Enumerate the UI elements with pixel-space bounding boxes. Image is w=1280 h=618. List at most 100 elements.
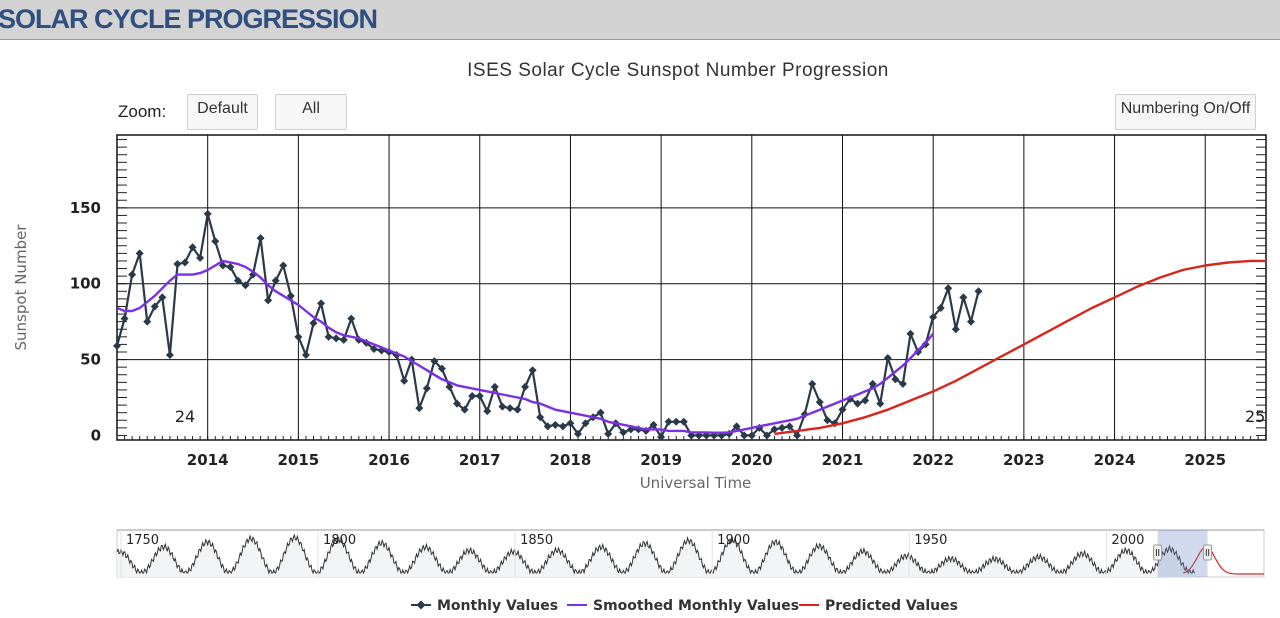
monthly-value-point	[317, 299, 326, 308]
monthly-value-point	[135, 249, 144, 258]
monthly-value-point	[793, 431, 802, 440]
y-axis-title: Sunspot Number	[12, 224, 30, 351]
monthly-value-point	[823, 416, 832, 425]
monthly-value-point	[203, 209, 212, 218]
predicted-values-line	[774, 259, 1266, 436]
monthly-value-point	[974, 287, 983, 296]
monthly-value-point	[936, 303, 945, 312]
legend-item-predicted-values[interactable]: Predicted Values	[799, 598, 958, 614]
monthly-value-point	[188, 243, 197, 252]
monthly-value-point	[120, 314, 129, 323]
navigator-selection	[1157, 530, 1208, 577]
monthly-values-line	[117, 212, 980, 439]
monthly-value-point	[543, 422, 552, 431]
monthly-value-point	[150, 302, 159, 311]
monthly-value-point	[747, 431, 756, 440]
x-tick-label: 2022	[912, 451, 954, 469]
monthly-value-point	[165, 351, 174, 360]
monthly-value-point	[445, 382, 454, 391]
monthly-value-point	[929, 313, 938, 322]
monthly-value-point	[906, 329, 915, 338]
monthly-value-point	[113, 341, 121, 350]
monthly-value-point	[468, 391, 477, 400]
x-tick-label: 2025	[1184, 451, 1226, 469]
monthly-value-point	[430, 357, 439, 366]
monthly-value-point	[679, 417, 688, 426]
monthly-value-point	[861, 396, 870, 405]
monthly-value-point	[770, 425, 779, 434]
monthly-value-point	[732, 422, 741, 431]
monthly-value-point	[740, 431, 749, 440]
monthly-value-point	[959, 293, 968, 302]
monthly-value-point	[596, 408, 605, 417]
monthly-value-point	[173, 259, 182, 268]
monthly-value-point	[460, 405, 469, 414]
x-tick-label: 2018	[550, 451, 592, 469]
monthly-value-point	[339, 335, 348, 344]
monthly-value-point	[505, 404, 514, 413]
monthly-value-point	[657, 432, 666, 441]
monthly-value-point	[649, 420, 658, 429]
monthly-value-point	[264, 296, 273, 305]
y-tick-label: 150	[70, 199, 101, 217]
monthly-value-point	[332, 334, 341, 343]
legend-item-monthly-values[interactable]: Monthly Values	[411, 598, 558, 614]
monthly-value-point	[294, 332, 303, 341]
navigator-history-line	[116, 533, 1196, 575]
monthly-value-point	[309, 319, 318, 328]
monthly-value-point	[944, 284, 953, 293]
monthly-value-point	[808, 379, 817, 388]
monthly-value-point	[604, 429, 613, 438]
navigator-right-handle[interactable]	[1203, 544, 1213, 561]
monthly-value-point	[966, 317, 975, 326]
x-tick-label: 2019	[640, 451, 682, 469]
monthly-value-point	[498, 402, 507, 411]
legend-item-smoothed-monthly-values[interactable]: Smoothed Monthly Values	[567, 598, 799, 614]
x-tick-label: 2020	[731, 451, 773, 469]
monthly-value-point	[400, 376, 409, 385]
monthly-value-point	[233, 276, 242, 285]
monthly-value-point	[566, 419, 575, 428]
navigator-tick-label: 1950	[914, 533, 947, 548]
numbering-toggle-button[interactable]: Numbering On/Off	[1115, 94, 1256, 130]
monthly-value-point	[271, 276, 280, 285]
monthly-value-point	[891, 375, 900, 384]
monthly-value-point	[619, 428, 628, 437]
x-tick-label: 2015	[277, 451, 319, 469]
monthly-value-point	[558, 422, 567, 431]
x-tick-label: 2021	[822, 451, 864, 469]
smoothed-monthly-values-line	[117, 259, 935, 434]
monthly-value-point	[521, 382, 530, 391]
monthly-value-point	[181, 258, 190, 267]
x-tick-label: 2024	[1094, 451, 1136, 469]
monthly-value-point	[536, 413, 545, 422]
monthly-value-point	[483, 407, 492, 416]
monthly-value-point	[415, 404, 424, 413]
navigator-predicted-line	[1183, 546, 1264, 575]
monthly-value-point	[876, 399, 885, 408]
cycle-label: 24	[175, 407, 195, 426]
navigator-tick-label: 1800	[323, 533, 356, 548]
chart-title: ISES Solar Cycle Sunspot Number Progress…	[467, 60, 889, 81]
zoom-all-button[interactable]: All	[275, 94, 347, 130]
legend-label: Monthly Values	[437, 598, 558, 614]
legend-label: Smoothed Monthly Values	[593, 598, 799, 614]
navigator-tick-label: 1850	[520, 533, 553, 548]
monthly-value-point	[128, 270, 137, 279]
y-tick-label: 0	[91, 426, 101, 444]
monthly-value-point	[581, 419, 590, 428]
zoom-default-button[interactable]: Default	[187, 94, 258, 130]
monthly-value-point	[528, 366, 537, 375]
monthly-value-point	[853, 399, 862, 408]
monthly-value-point	[437, 364, 446, 373]
y-tick-label: 50	[80, 351, 101, 369]
monthly-value-point	[453, 399, 462, 408]
monthly-value-point	[369, 344, 378, 353]
monthly-value-point	[815, 398, 824, 407]
monthly-value-point	[664, 417, 673, 426]
navigator-left-handle[interactable]	[1153, 544, 1163, 561]
monthly-value-point	[785, 422, 794, 431]
monthly-value-point	[883, 354, 892, 363]
monthly-value-point	[672, 417, 681, 426]
